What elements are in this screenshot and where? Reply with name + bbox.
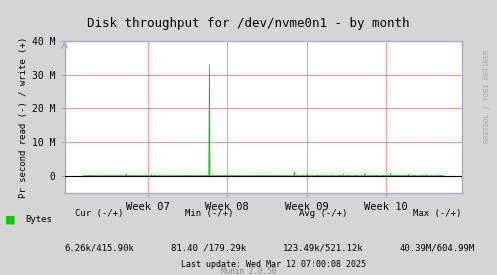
Text: 40.39M/604.99M: 40.39M/604.99M — [400, 243, 475, 252]
Text: RRDTOOL / TOBI OETIKER: RRDTOOL / TOBI OETIKER — [484, 50, 490, 143]
Text: 123.49k/521.12k: 123.49k/521.12k — [283, 243, 363, 252]
Text: ■: ■ — [5, 215, 15, 225]
Text: 6.26k/415.90k: 6.26k/415.90k — [65, 243, 134, 252]
Text: Avg (-/+): Avg (-/+) — [299, 209, 347, 218]
Text: 81.40 /179.29k: 81.40 /179.29k — [171, 243, 247, 252]
Text: Last update: Wed Mar 12 07:00:08 2025: Last update: Wed Mar 12 07:00:08 2025 — [181, 260, 366, 269]
Y-axis label: Pr second read (-) / write (+): Pr second read (-) / write (+) — [19, 36, 28, 197]
Text: Munin 2.0.56: Munin 2.0.56 — [221, 267, 276, 275]
Text: Cur (-/+): Cur (-/+) — [75, 209, 124, 218]
Text: Bytes: Bytes — [25, 216, 52, 224]
Text: Disk throughput for /dev/nvme0n1 - by month: Disk throughput for /dev/nvme0n1 - by mo… — [87, 16, 410, 29]
Text: Min (-/+): Min (-/+) — [184, 209, 233, 218]
Text: Max (-/+): Max (-/+) — [413, 209, 462, 218]
